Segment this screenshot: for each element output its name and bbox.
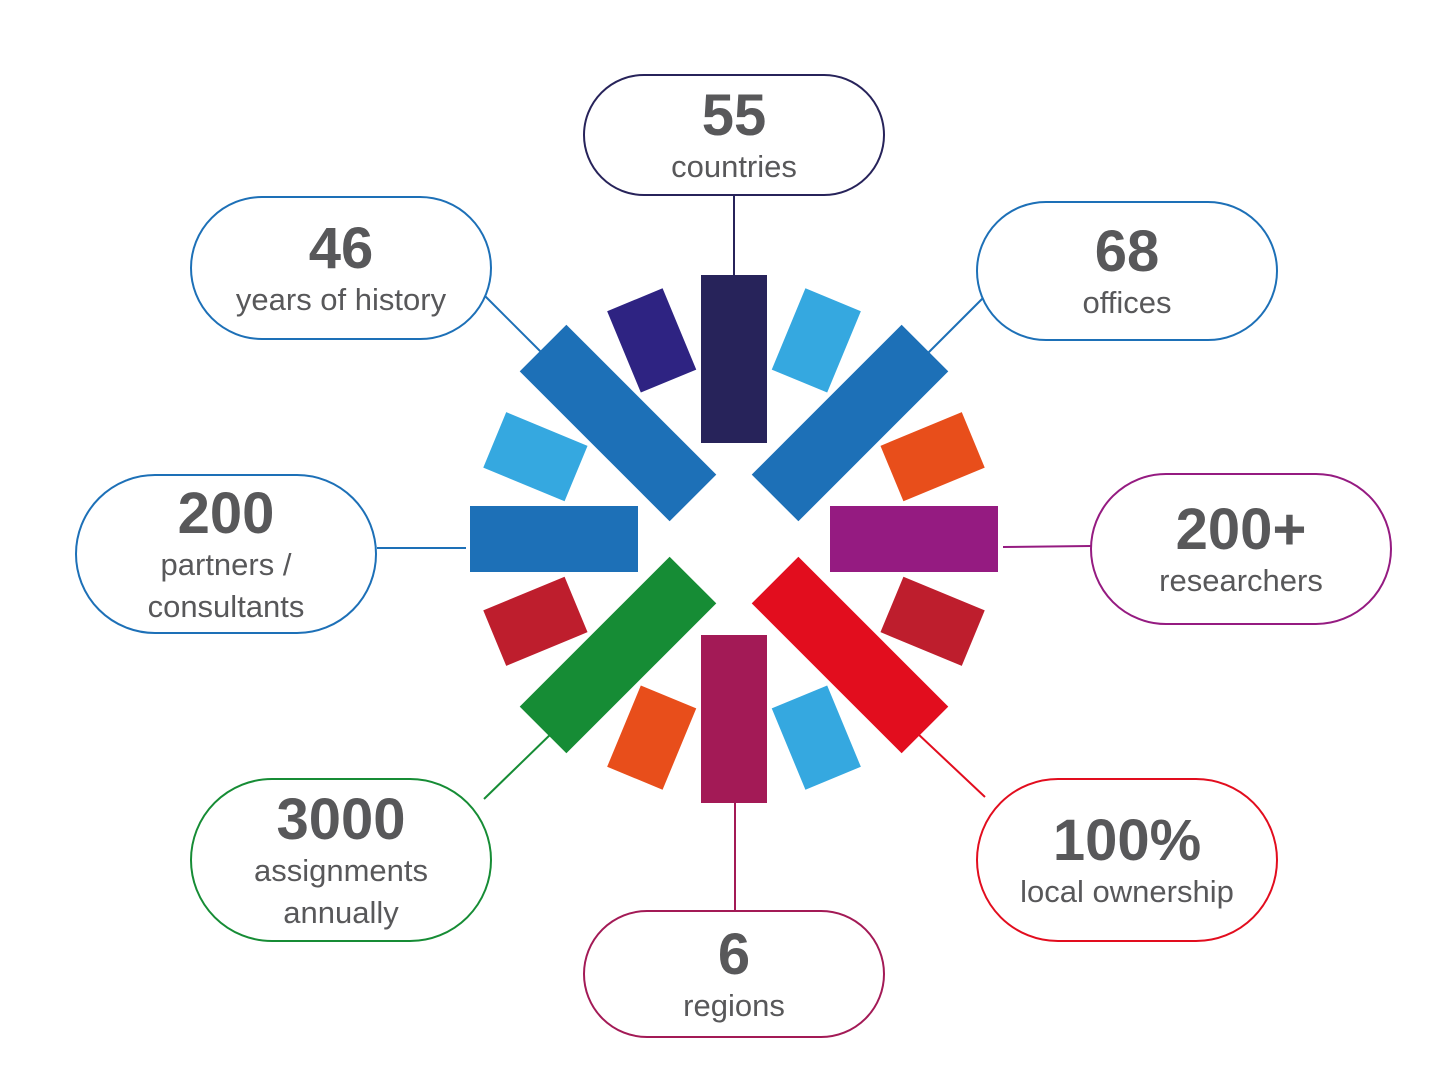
stat-label: countries <box>671 149 797 184</box>
connector-line-researchers <box>1002 545 1092 548</box>
stat-label: regions <box>683 988 785 1023</box>
stat-pill <box>976 778 1278 942</box>
stat-number: 55 <box>702 83 767 148</box>
wheel-bar-large <box>701 635 767 803</box>
stat-number: 200+ <box>1176 497 1307 562</box>
wheel-bar-small <box>880 412 985 502</box>
wheel-bar-large <box>751 324 949 522</box>
connector-line-offices <box>925 295 986 356</box>
stat-label: researchers <box>1159 563 1323 598</box>
stat-number: 6 <box>718 922 750 987</box>
wheel-bar-large <box>470 506 638 572</box>
stat-pill <box>976 201 1278 341</box>
stat-label: partners / <box>161 547 292 582</box>
stat-number: 100% <box>1053 808 1201 873</box>
stat-label: consultants <box>148 589 305 624</box>
stat-label: offices <box>1082 285 1171 320</box>
wheel-bar-small <box>771 288 861 393</box>
stat-pill <box>190 196 492 340</box>
stat-label: years of history <box>236 282 447 317</box>
connector-line-local-ownership <box>916 732 986 798</box>
stat-pill <box>583 910 885 1038</box>
stat-label: annually <box>283 895 399 930</box>
stat-label: assignments <box>254 853 428 888</box>
stat-callout-local-ownership: 100%local ownership <box>976 778 1278 942</box>
wheel-bar-large <box>701 275 767 443</box>
stat-pill <box>190 778 492 942</box>
stat-label: local ownership <box>1020 874 1234 909</box>
stat-callout-researchers: 200+researchers <box>1090 473 1392 625</box>
wheel-bar-small <box>880 576 985 666</box>
stat-number: 200 <box>178 481 275 546</box>
wheel-bar-small <box>771 685 861 790</box>
wheel-bar-large <box>519 324 717 522</box>
wheel-bar-small <box>607 685 697 790</box>
wheel-bar-small <box>607 288 697 393</box>
wheel-bar-large <box>519 556 717 754</box>
connectors <box>377 196 1092 910</box>
stat-pill <box>75 474 377 634</box>
connector-line-assignments <box>483 729 556 800</box>
bar-wheel <box>470 275 998 803</box>
stat-pill <box>1090 473 1392 625</box>
stat-number: 3000 <box>276 787 405 852</box>
connector-line-history <box>483 294 544 355</box>
stat-number: 68 <box>1095 219 1160 284</box>
stat-number: 46 <box>309 216 374 281</box>
stat-pill <box>583 74 885 196</box>
wheel-bar-large <box>830 506 998 572</box>
wheel-bar-large <box>751 556 949 754</box>
wheel-bar-small <box>483 576 588 666</box>
wheel-bar-small <box>483 412 588 502</box>
